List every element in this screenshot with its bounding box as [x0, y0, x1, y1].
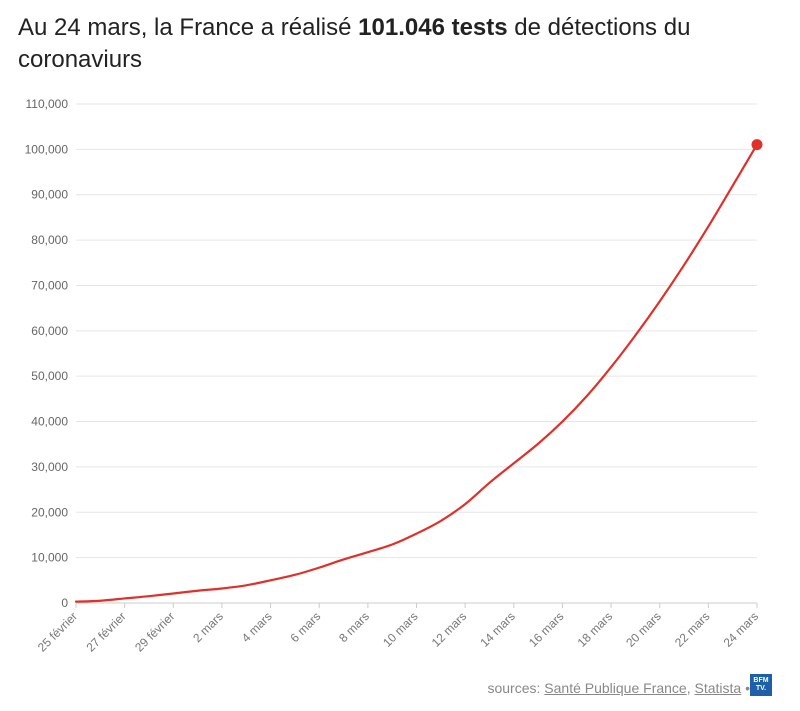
x-tick-label: 2 mars [190, 609, 226, 645]
bfmtv-logo: BFM TV. [750, 674, 772, 696]
x-axis: 25 février 27 février 29 février 2 mars 4 ma… [35, 603, 761, 654]
title-prefix: Au 24 mars, la France a réalisé [18, 14, 359, 41]
x-tick-label: 22 mars [672, 609, 713, 650]
y-tick-label: 110,000 [26, 97, 69, 111]
series-line-tests [74, 143, 759, 603]
x-tick-label: 4 mars [239, 609, 275, 645]
x-tick-label: 25 février [35, 609, 80, 654]
sources-separator: , [686, 680, 695, 696]
x-tick-label: 16 mars [526, 609, 567, 650]
y-tick-label: 0 [61, 596, 68, 610]
x-tick-label: 27 février [83, 609, 128, 654]
y-tick-label: 50,000 [31, 369, 68, 383]
y-tick-label: 40,000 [31, 415, 68, 429]
y-tick-label: 10,000 [31, 551, 68, 565]
grid-lines [76, 103, 757, 559]
x-tick-label: 29 février [132, 609, 177, 654]
x-tick-label: 24 mars [721, 609, 762, 650]
y-tick-label: 80,000 [31, 233, 68, 247]
sources-label: sources: [487, 680, 545, 696]
x-tick-label: 18 mars [575, 609, 616, 650]
x-tick-label: 20 mars [623, 609, 664, 650]
series-layer [74, 139, 763, 603]
x-tick-label: 14 mars [477, 609, 518, 650]
y-tick-label: 30,000 [31, 460, 68, 474]
y-tick-label: 70,000 [31, 278, 68, 292]
y-tick-label: 60,000 [31, 324, 68, 338]
y-tick-label: 90,000 [31, 188, 68, 202]
title-suffix: de détections du coronaviurs [18, 14, 691, 73]
title-highlight: 101.046 tests [358, 14, 508, 41]
sources-footer: sources: Santé Publique France, Statista… [487, 680, 750, 696]
chart-title: Au 24 mars, la France a réalisé 101.046 … [18, 12, 778, 76]
x-tick-label: 12 mars [429, 609, 470, 650]
x-tick-label: 6 mars [287, 609, 323, 645]
x-tick-label: 8 mars [336, 609, 372, 645]
last-point-marker [751, 139, 763, 151]
sources-bullet: • [741, 680, 750, 696]
x-tick-label: 10 mars [380, 609, 421, 650]
source-link-statista[interactable]: Statista [694, 680, 742, 696]
y-axis: 0 10,000 20,000 30,000 40,000 50,000 60,000 70,… [25, 97, 757, 610]
y-tick-label: 100,000 [25, 142, 69, 156]
source-link-sante-publique[interactable]: Santé Publique France [544, 680, 687, 696]
y-tick-label: 20,000 [31, 505, 68, 519]
